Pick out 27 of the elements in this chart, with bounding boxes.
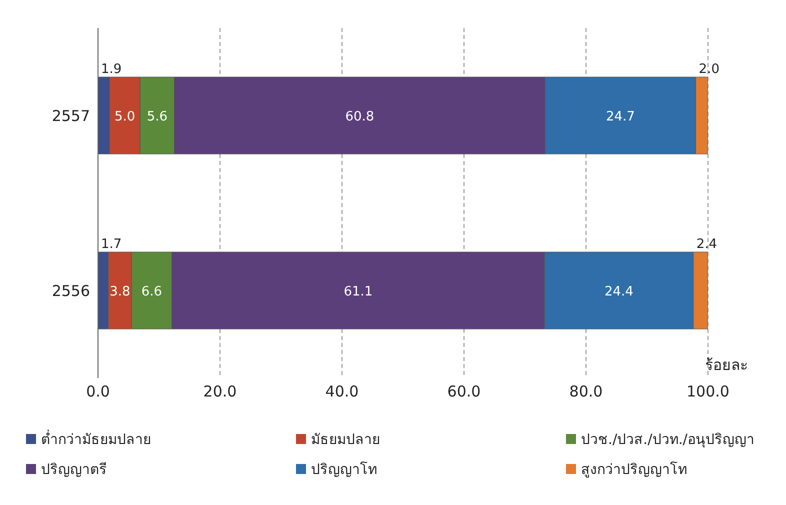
legend-label: สูงกว่าปริญญาโท bbox=[581, 460, 687, 480]
legend-label: ปริญญาโท bbox=[311, 460, 377, 480]
data-label: 6.6 bbox=[141, 284, 162, 300]
data-label: 1.9 bbox=[101, 62, 122, 77]
y-tick-label: 2556 bbox=[52, 282, 90, 300]
data-label: 2.4 bbox=[696, 237, 718, 252]
x-tick-label: 0.0 bbox=[86, 382, 110, 401]
x-tick-label: 20.0 bbox=[203, 382, 237, 401]
data-label: 2.0 bbox=[698, 62, 720, 77]
data-label: 24.7 bbox=[606, 110, 635, 124]
data-label: 5.0 bbox=[114, 110, 136, 124]
y-tick-label: 2557 bbox=[52, 106, 90, 125]
data-label: 3.8 bbox=[110, 284, 130, 300]
data-label: 5.6 bbox=[146, 110, 168, 124]
legend-label: ปริญญาตรี bbox=[41, 461, 107, 480]
data-label: 24.4 bbox=[604, 284, 634, 300]
legend-label: ต่ำกว่ามัธยมปลาย bbox=[41, 428, 151, 450]
data-label: 1.7 bbox=[101, 237, 122, 252]
data-label: 61.1 bbox=[344, 284, 373, 300]
data-label: 60.8 bbox=[345, 110, 374, 124]
x-tick-label: 60.0 bbox=[447, 382, 481, 401]
x-axis-title: ร้อยละ bbox=[705, 356, 748, 374]
x-tick-label: 40.0 bbox=[325, 382, 359, 401]
x-tick-label: 100.0 bbox=[686, 382, 730, 401]
x-tick-label: 80.0 bbox=[569, 382, 603, 401]
legend-label: ปวช./ปวส./ปวท./อนุปริญญา bbox=[581, 431, 755, 450]
legend-label: มัธยมปลาย bbox=[311, 431, 380, 450]
